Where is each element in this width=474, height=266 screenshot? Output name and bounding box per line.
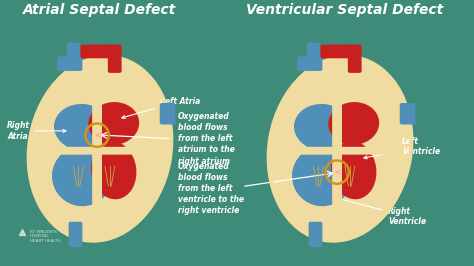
FancyBboxPatch shape <box>276 147 404 155</box>
Ellipse shape <box>28 57 171 241</box>
FancyBboxPatch shape <box>92 150 102 205</box>
FancyBboxPatch shape <box>307 43 320 70</box>
FancyBboxPatch shape <box>332 150 342 205</box>
Text: ST VINCENTS
HOSPITAL
HEART HEALTH: ST VINCENTS HOSPITAL HEART HEALTH <box>30 230 61 243</box>
FancyBboxPatch shape <box>108 45 122 73</box>
Text: Right
Atria: Right Atria <box>7 121 66 141</box>
Ellipse shape <box>91 141 137 199</box>
FancyBboxPatch shape <box>348 45 362 73</box>
FancyBboxPatch shape <box>297 56 322 71</box>
FancyBboxPatch shape <box>320 45 354 58</box>
Ellipse shape <box>294 104 351 151</box>
Ellipse shape <box>292 146 353 206</box>
FancyBboxPatch shape <box>92 99 102 152</box>
Text: Left Atria: Left Atria <box>122 97 200 118</box>
Text: Oxygenated
blood flows
from the left
atrium to the
right atrium: Oxygenated blood flows from the left atr… <box>178 112 235 165</box>
Text: Oxygenated
blood flows
from the left
ventricle to the
right ventricle: Oxygenated blood flows from the left ven… <box>178 162 244 215</box>
Text: Atrial Septal Defect: Atrial Septal Defect <box>23 3 177 17</box>
Ellipse shape <box>331 141 376 199</box>
FancyBboxPatch shape <box>160 103 175 124</box>
Text: Ventricular Septal Defect: Ventricular Septal Defect <box>246 3 444 17</box>
Ellipse shape <box>88 102 139 145</box>
FancyBboxPatch shape <box>332 99 342 152</box>
FancyBboxPatch shape <box>400 103 416 124</box>
FancyBboxPatch shape <box>36 147 164 155</box>
Ellipse shape <box>52 146 113 206</box>
FancyBboxPatch shape <box>81 45 114 58</box>
Text: Left
Ventricle: Left Ventricle <box>364 137 440 159</box>
Ellipse shape <box>269 57 411 241</box>
Text: Right
Ventricle: Right Ventricle <box>334 197 426 226</box>
FancyBboxPatch shape <box>69 222 82 247</box>
FancyBboxPatch shape <box>57 56 82 71</box>
FancyBboxPatch shape <box>309 222 322 247</box>
Ellipse shape <box>328 102 379 145</box>
Ellipse shape <box>54 104 111 151</box>
FancyBboxPatch shape <box>67 43 81 70</box>
